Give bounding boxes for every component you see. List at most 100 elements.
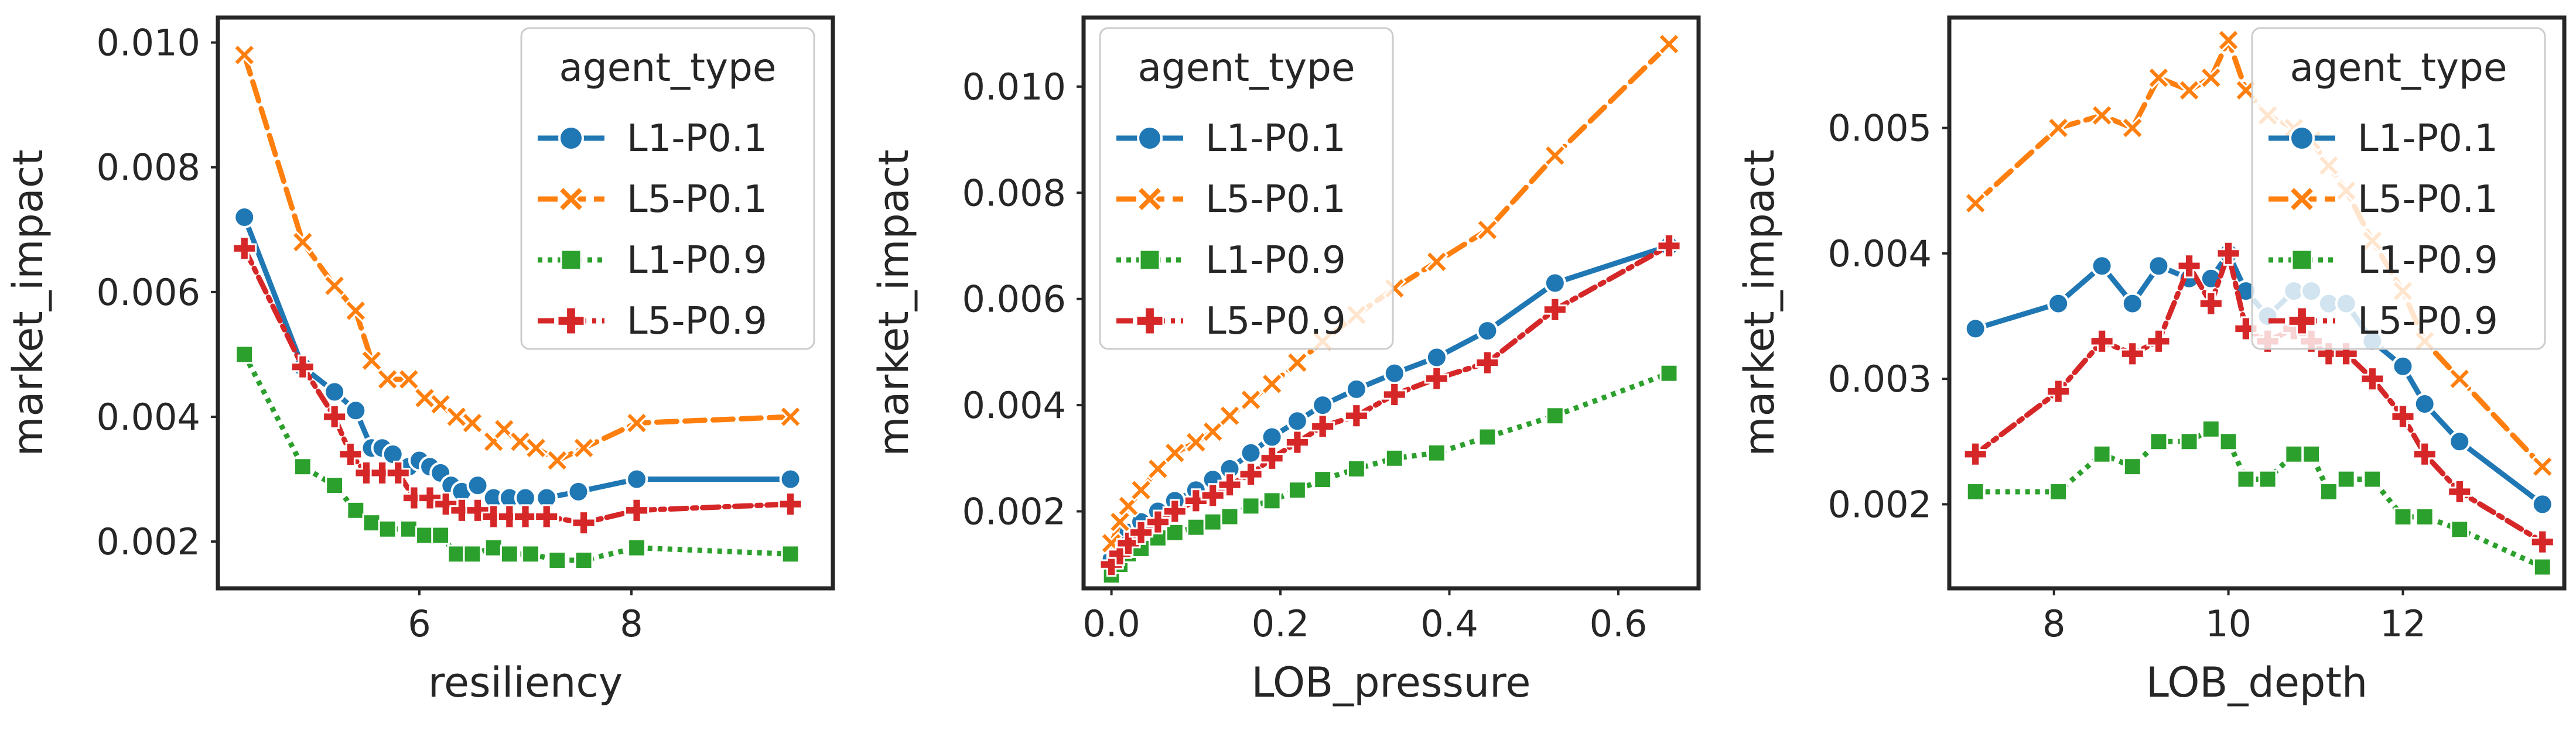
data-point-L1-P0.9-17	[2450, 520, 2469, 539]
legend-label-L1-P0.1: L1-P0.1	[2358, 117, 2498, 160]
data-point-L1-P0.9-4	[2149, 432, 2168, 451]
series-L5-P0.9	[232, 236, 803, 536]
data-point-L5-P0.9-2	[322, 404, 347, 430]
data-point-L1-P0.9-7	[1203, 512, 1222, 532]
data-point-L5-P0.1-6	[397, 368, 421, 392]
data-point-L1-P0.9-15	[2393, 507, 2413, 526]
data-point-L5-P0.9-12	[1310, 414, 1335, 439]
legend-marker-L5-P0.1	[557, 185, 585, 213]
data-point-L1-P0.9-6	[1186, 517, 1205, 537]
data-point-L1-P0.1-18	[567, 480, 590, 503]
x-tick-label: 0.0	[1082, 602, 1140, 645]
legend-label-L5-P0.9: L5-P0.9	[2358, 300, 2498, 343]
legend-title: agent_type	[1137, 45, 1355, 90]
data-point-L1-P0.9-8	[431, 526, 450, 545]
y-tick-label: 0.003	[1828, 358, 1932, 400]
data-point-L1-P0.1-9	[1239, 441, 1262, 464]
data-point-L5-P0.9-0	[1963, 441, 1988, 467]
data-point-L1-P0.9-18	[1659, 364, 1679, 383]
chart-panel-1: 6 8 0.002 0.004 0.006 0.008 0.010 resiliency mar…	[4, 15, 835, 707]
data-point-L5-P0.9-10	[1259, 445, 1284, 471]
data-point-L1-P0.9-13	[2336, 469, 2356, 489]
data-point-L5-P0.1-10	[460, 411, 484, 435]
data-point-L1-P0.9-13	[521, 544, 541, 564]
data-point-L5-P0.9-3	[1129, 520, 1154, 545]
data-point-L5-P0.1-3	[1129, 478, 1153, 502]
data-point-L1-P0.9-3	[2123, 457, 2142, 477]
data-point-L5-P0.1-1	[2047, 116, 2071, 140]
legend-marker-L5-P0.1	[1136, 185, 1164, 213]
data-point-L5-P0.9-16	[571, 510, 596, 536]
y-tick-label: 0.002	[97, 520, 201, 563]
legend-marker-L5-P0.9	[1135, 306, 1164, 335]
data-point-L1-P0.9-7	[415, 526, 434, 545]
data-point-L1-P0.9-7	[2219, 432, 2238, 451]
data-point-L5-P0.1-2	[2090, 104, 2114, 128]
series-L1-P0.9	[1102, 364, 1679, 585]
y-tick-label: 0.006	[97, 271, 201, 314]
data-point-L5-P0.9-16	[2412, 441, 2437, 467]
series-L1-P0.9	[1966, 419, 2552, 577]
x-tick-label: 0.2	[1252, 602, 1310, 645]
data-point-L5-P0.1-2	[323, 274, 347, 298]
data-point-L5-P0.9-3	[2120, 341, 2145, 366]
x-axis-label: LOB_pressure	[1252, 659, 1531, 707]
legend-label-L1-P0.9: L1-P0.9	[627, 239, 767, 282]
data-point-L5-P0.1-5	[1163, 441, 1187, 465]
data-point-L5-P0.1-7	[2216, 28, 2240, 52]
legend-label-L5-P0.1: L5-P0.1	[1205, 178, 1346, 221]
data-point-L5-P0.9-3	[338, 441, 363, 467]
data-point-L5-P0.9-18	[778, 492, 803, 517]
y-tick-label: 0.004	[962, 384, 1067, 427]
legend-label-L5-P0.1: L5-P0.1	[627, 178, 767, 221]
legend-title: agent_type	[2290, 45, 2507, 90]
data-point-L1-P0.9-16	[627, 538, 647, 557]
x-tick-label: 0.6	[1590, 602, 1648, 645]
data-point-L1-P0.9-0	[235, 345, 254, 364]
legend-label-L5-P0.9: L5-P0.9	[627, 300, 767, 343]
data-point-L1-P0.9-14	[2363, 469, 2382, 489]
legend-marker-L5-P0.9	[2287, 306, 2317, 335]
data-point-L5-P0.9-9	[1238, 461, 1263, 487]
data-point-L5-P0.1-17	[1543, 143, 1567, 167]
data-point-L5-P0.9-17	[1542, 297, 1567, 322]
legend-label-L1-P0.1: L1-P0.1	[1205, 117, 1346, 160]
data-point-L5-P0.9-5	[2177, 253, 2202, 279]
y-tick-label: 0.010	[962, 66, 1067, 108]
data-point-L5-P0.9-8	[1217, 472, 1242, 498]
data-point-L5-P0.9-11	[1284, 430, 1310, 455]
data-point-L5-P0.9-6	[385, 460, 411, 485]
series-L5-P0.1	[233, 43, 802, 472]
data-point-L1-P0.9-15	[574, 551, 593, 570]
series-L5-P0.1	[1099, 32, 1681, 555]
data-point-L1-P0.1-16	[1476, 320, 1499, 342]
legend-marker-L1-P0.1	[2289, 125, 2315, 151]
data-point-L1-P0.1-13	[466, 474, 489, 497]
data-point-L5-P0.9-7	[1200, 483, 1225, 508]
data-point-L1-P0.9-13	[1347, 459, 1366, 478]
series-L1-P0.9	[235, 345, 800, 570]
data-point-L1-P0.9-11	[484, 538, 503, 557]
data-point-L1-P0.9-8	[1220, 507, 1239, 526]
y-tick-label: 0.002	[1828, 483, 1932, 526]
data-point-L1-P0.1-2	[323, 381, 346, 403]
y-tick-label: 0.002	[962, 490, 1067, 533]
chart-panel-2: 0.0 0.2 0.4 0.6 0.002 0.004 0.006 0.008 0.010 LOB…	[870, 15, 1701, 707]
data-point-L5-P0.1-9	[1239, 388, 1263, 412]
data-point-L5-P0.9-11	[465, 498, 490, 523]
y-tick-label: 0.004	[97, 396, 201, 438]
legend-box	[1099, 27, 1394, 350]
data-point-L1-P0.1-0	[1964, 317, 1987, 340]
data-point-L5-P0.9-17	[2447, 479, 2472, 505]
data-point-L5-P0.9-6	[2198, 291, 2223, 316]
data-point-L5-P0.9-14	[1382, 382, 1407, 407]
x-axis-label: resiliency	[428, 659, 623, 707]
chart-panel-3: 8 10 12 0.002 0.003 0.004 0.005 LOB_depth market…	[1735, 15, 2567, 707]
data-point-L1-P0.9-17	[1545, 406, 1564, 426]
data-point-L5-P0.9-1	[2046, 379, 2071, 404]
data-point-L1-P0.1-17	[1543, 272, 1566, 294]
x-tick-label: 6	[408, 602, 431, 645]
y-axis-label: market_impact	[4, 149, 52, 456]
data-point-L1-P0.1-11	[1286, 410, 1309, 433]
